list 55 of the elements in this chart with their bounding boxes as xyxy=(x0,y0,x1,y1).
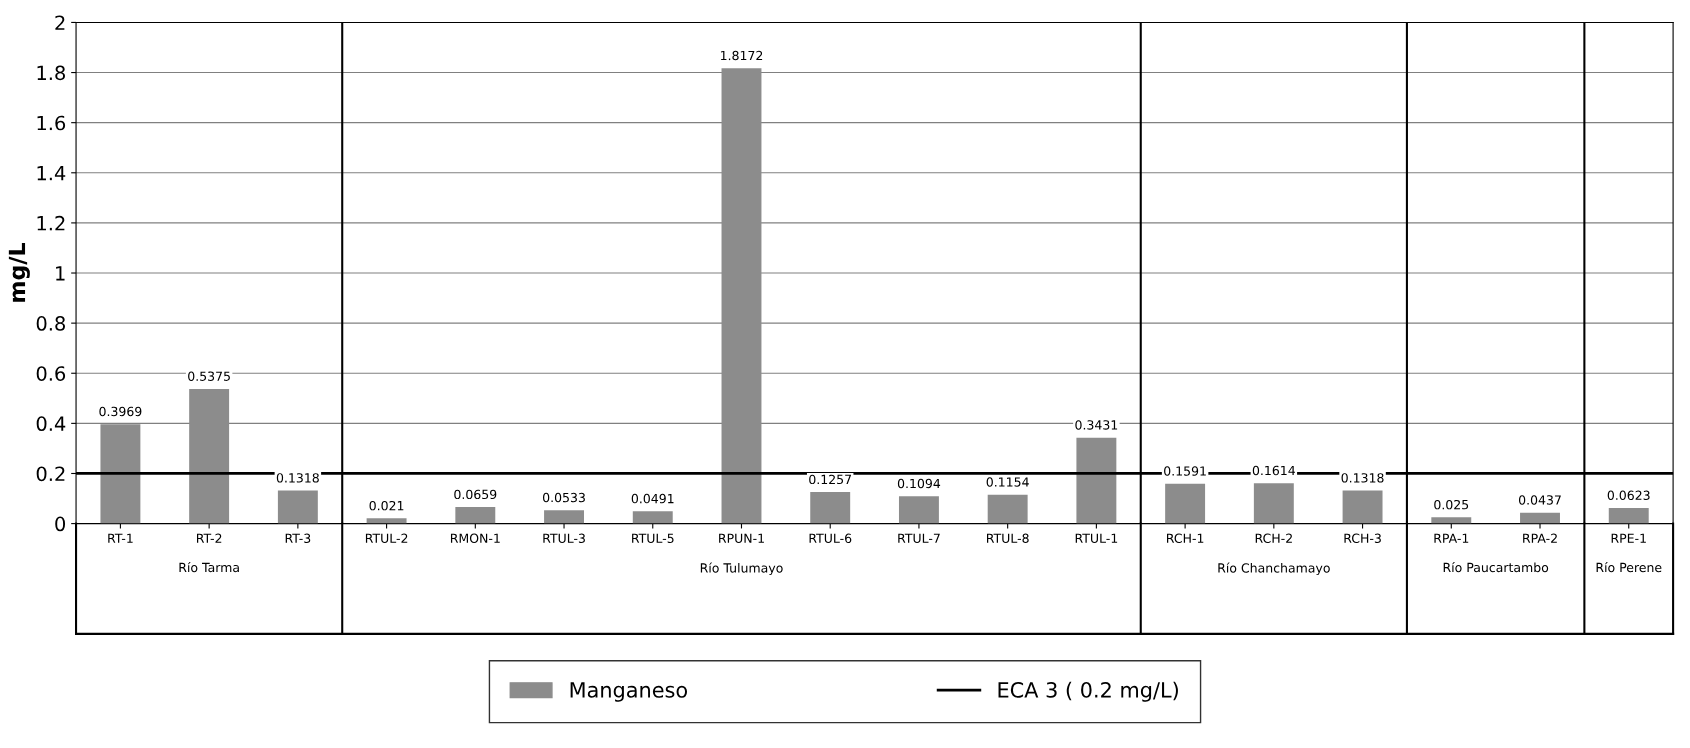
x-tick-label: RPUN-1 xyxy=(719,533,764,543)
text: Río Paucartambo xyxy=(1443,561,1549,573)
y-tick-label: 0.6 xyxy=(36,366,66,381)
y-tick-label: 1.4 xyxy=(37,166,66,181)
text: Río Tulumayo xyxy=(700,562,783,576)
x-tick-label: RPA-1 xyxy=(1434,533,1469,543)
data-label: 1.8172 xyxy=(720,50,763,61)
data-label: 0.0659 xyxy=(454,489,497,500)
data-label: 0.1094 xyxy=(897,478,941,489)
text: Río Perene xyxy=(1596,561,1662,573)
y-tick-label: 0.4 xyxy=(36,416,66,432)
y-tick-label: 2 xyxy=(55,15,65,30)
y-tick-label: 1 xyxy=(56,266,65,281)
x-tick-label: RCH-2 xyxy=(1255,533,1292,543)
data-label: 0.1318 xyxy=(1341,473,1384,483)
data-label: 0.0533 xyxy=(542,492,585,503)
x-tick-label: RTUL-6 xyxy=(809,533,852,543)
data-label: 0.1614 xyxy=(1252,465,1296,476)
data-label: 0.3969 xyxy=(99,406,142,417)
y-tick-label: 1.2 xyxy=(37,215,65,231)
data-label: 0.0623 xyxy=(1607,490,1650,501)
data-label: 0.3431 xyxy=(1075,420,1118,430)
y-tick-label: 0.2 xyxy=(36,466,65,482)
y-axis-title: mg/L xyxy=(8,242,30,302)
y-tick-label: 1.6 xyxy=(37,115,66,131)
x-tick-label: RTUL-7 xyxy=(898,533,940,543)
data-label: 0.021 xyxy=(369,500,404,511)
x-tick-label: RTUL-1 xyxy=(1075,533,1118,543)
x-tick-label: RCH-1 xyxy=(1167,533,1204,543)
text: Río Tarma xyxy=(179,561,239,573)
x-tick-label: RTUL-8 xyxy=(987,533,1029,543)
x-tick-label: RCH-3 xyxy=(1344,533,1381,543)
x-tick-label: RPE-1 xyxy=(1611,533,1646,543)
data-label: 0.1591 xyxy=(1164,466,1206,476)
x-tick-label: RTUL-3 xyxy=(543,533,585,543)
data-label: 0.5375 xyxy=(188,371,230,381)
x-tick-label: RT-2 xyxy=(197,533,222,543)
data-label: 0.0437 xyxy=(1518,495,1561,505)
x-tick-label: RTUL-5 xyxy=(632,533,674,543)
x-tick-label: RTUL-2 xyxy=(365,533,408,543)
data-label: 0.1257 xyxy=(809,474,852,485)
x-tick-label: RT-1 xyxy=(108,533,133,543)
data-label: 0.1154 xyxy=(986,477,1029,487)
legend-label: Manganeso xyxy=(570,682,688,702)
x-tick-label: RPA-2 xyxy=(1523,533,1557,543)
x-tick-label: RMON-1 xyxy=(450,533,500,543)
y-tick-label: 0 xyxy=(55,516,66,532)
y-tick-label: 1.8 xyxy=(37,65,65,81)
data-label: 0.1318 xyxy=(276,473,319,483)
data-label: 0.0491 xyxy=(631,493,674,504)
y-tick-label: 0.8 xyxy=(36,316,65,331)
text: Río Chanchamayo xyxy=(1218,562,1330,576)
legend-label: ECA 3 ( 0.2 mg/L) xyxy=(998,681,1178,702)
data-label: 0.025 xyxy=(1434,499,1469,510)
x-tick-label: RT-3 xyxy=(285,533,311,543)
